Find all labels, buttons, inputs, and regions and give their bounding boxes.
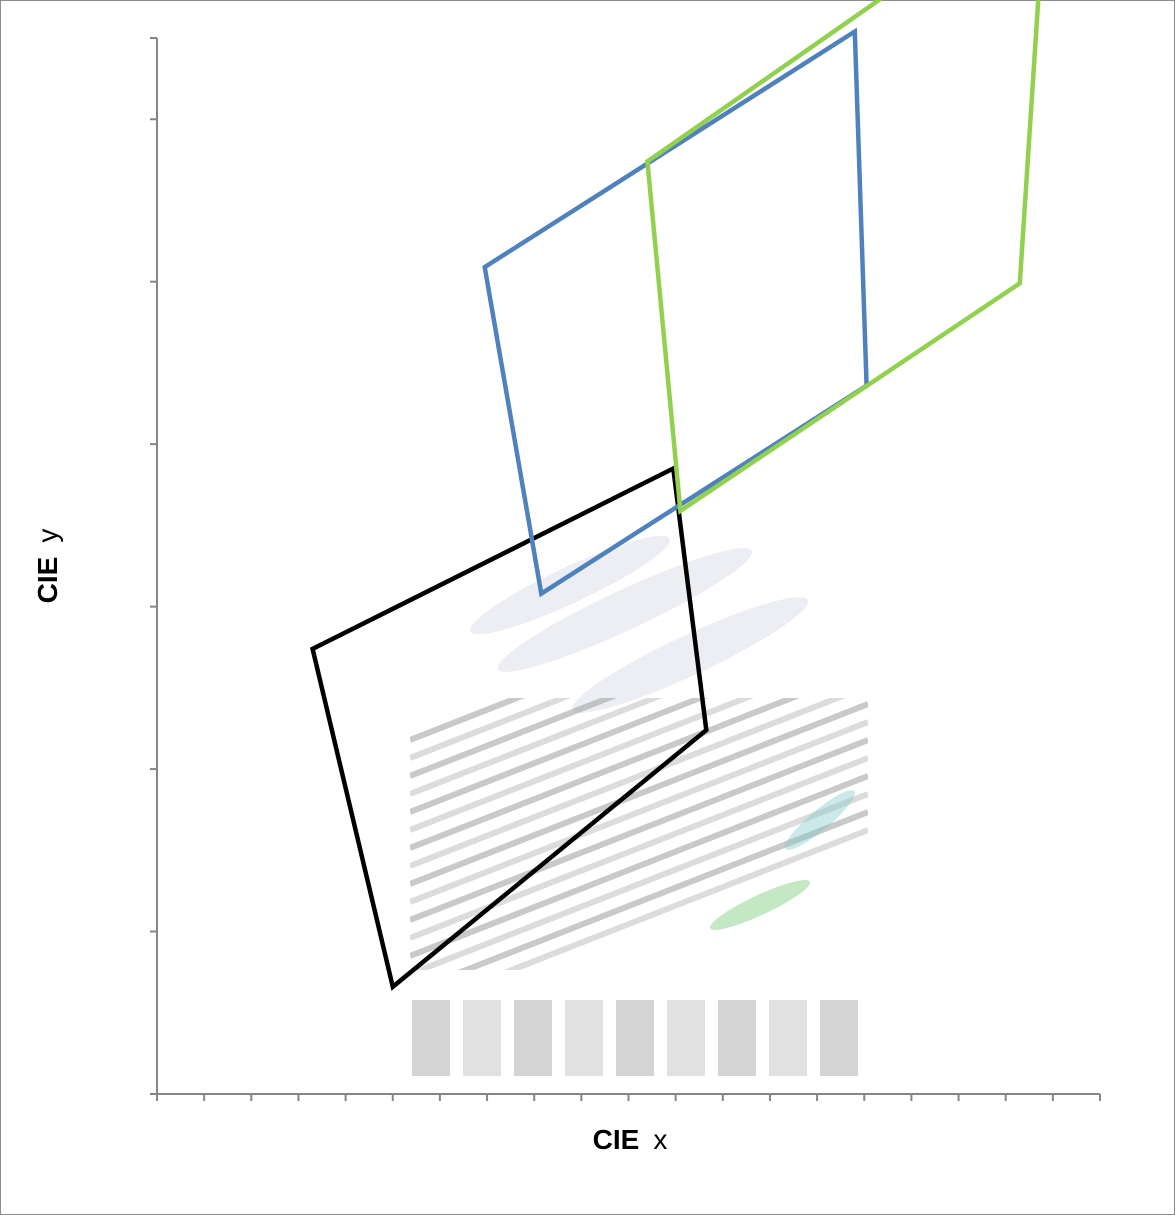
watermark-stripe [410,698,663,797]
watermark-accent [784,790,856,850]
watermark-logo-block [463,1000,501,1076]
watermark-stripe [410,737,868,923]
watermark-logo-block [718,1000,756,1076]
watermark-logo [412,1000,858,1076]
y-axis-label-bold: CIE [32,557,63,604]
watermark-stripe [410,698,846,869]
watermark-logo-block [616,1000,654,1076]
watermark-logo-block [667,1000,705,1076]
watermark-stripe [410,698,571,761]
x-axis-label-rest: x [653,1124,667,1155]
watermark-stripe [410,698,617,779]
axes [150,37,1101,1101]
watermark-stripe [503,827,868,970]
watermark-stripe [411,791,868,970]
series-line-2 [482,27,869,598]
watermark-logo-block [820,1000,858,1076]
watermark-stripe [410,698,709,815]
watermark-stripe [457,809,868,970]
watermark-blob [470,535,670,635]
watermark-stripe [410,698,800,851]
watermark-stripe [410,719,868,905]
watermark-logo-block [769,1000,807,1076]
watermark-stripe [410,698,526,743]
x-axis-label-bold: CIE [593,1124,640,1155]
watermark-logo-block [565,1000,603,1076]
watermark-blob [571,597,809,713]
watermark-stripe [410,773,868,959]
watermark-stripe [410,698,755,833]
series-line-1 [309,465,709,991]
watermark-accent [709,880,811,930]
watermark-stripes [410,698,868,970]
y-axis-label-rest: y [32,529,63,543]
series-group [309,0,1041,991]
y-axis-label: CIE y [32,529,63,604]
watermark-logo-block [412,1000,450,1076]
cie-diagram-watermark [410,535,868,1076]
series-line-3 [645,0,1041,515]
x-axis-label: CIE x [593,1124,668,1155]
watermark-logo-block [514,1000,552,1076]
watermark-stripe [410,701,868,887]
